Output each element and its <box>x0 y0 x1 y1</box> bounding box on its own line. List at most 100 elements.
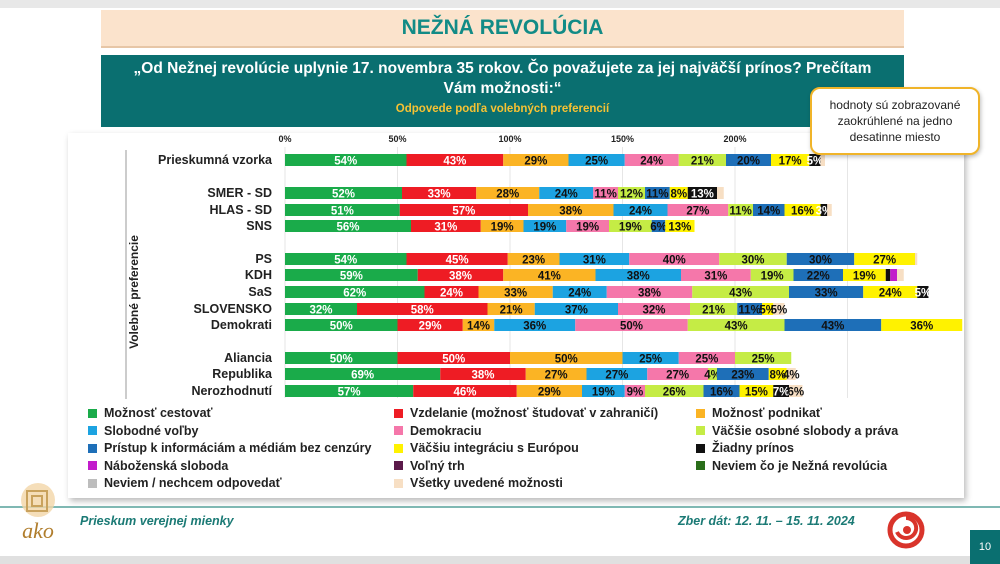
bar-segment <box>575 319 688 331</box>
category-label: SLOVENSKO <box>194 302 273 316</box>
bar-segment <box>528 204 614 216</box>
bar-segment <box>534 303 618 315</box>
data-label: 51% <box>331 206 354 218</box>
data-label: 32% <box>309 305 332 317</box>
legend-item: Prístup k informáciám a médiám bez cenzú… <box>88 441 371 455</box>
bar-segment <box>885 269 891 281</box>
data-label: 19% <box>592 387 615 399</box>
data-label: 27% <box>605 370 628 382</box>
chart-subtitle: Odpovede podľa volebných preferencií <box>395 103 610 115</box>
bar-segment <box>285 286 425 298</box>
legend-swatch <box>88 408 97 418</box>
data-label: 33% <box>815 288 838 300</box>
legend-swatch <box>696 426 705 435</box>
bar-segment <box>681 269 751 281</box>
bar-segment <box>687 187 717 199</box>
data-label: 19% <box>533 222 556 234</box>
data-label: 14% <box>467 321 490 333</box>
data-label: 12% <box>620 189 643 201</box>
data-label: 38% <box>449 271 472 283</box>
data-label: 43% <box>443 156 466 168</box>
page-title: NEŽNÁ REVOLÚCIA <box>401 16 604 39</box>
bar-segment <box>285 253 407 265</box>
data-label: 24% <box>640 156 663 168</box>
data-label: 54% <box>334 156 357 168</box>
data-label: 25% <box>695 354 718 366</box>
bar-segment <box>820 204 828 216</box>
data-label: 5% <box>759 305 776 317</box>
data-label: 54% <box>334 255 357 267</box>
legend-label: Žiadny prínos <box>712 441 794 455</box>
bar-segment <box>678 154 726 166</box>
bar-segment <box>285 303 357 315</box>
legend-label: Väčšie osobné slobody a práva <box>712 423 899 438</box>
data-label: 43% <box>725 321 748 333</box>
bar-segment <box>863 286 918 298</box>
legend-swatch <box>394 461 403 470</box>
data-label: 21% <box>702 305 725 317</box>
bar-segment <box>917 286 929 298</box>
data-label: 15% <box>745 387 768 399</box>
ako-logo: ako <box>21 483 55 543</box>
bar-segment <box>539 187 594 199</box>
legend-swatch <box>88 426 97 435</box>
bar-segment <box>487 303 535 315</box>
legend-label: Prístup k informáciám a médiám bez cenzú… <box>104 441 372 455</box>
bar-segment <box>406 253 508 265</box>
bar-segment <box>478 286 553 298</box>
data-label: 40% <box>663 255 686 267</box>
bar-segment <box>854 253 915 265</box>
data-label: 7% <box>773 387 790 399</box>
bar-segment <box>397 319 463 331</box>
data-label: 21% <box>500 305 523 317</box>
legend-item: Náboženská sloboda <box>88 459 228 473</box>
data-label: 25% <box>585 156 608 168</box>
bar-segment <box>669 187 688 199</box>
legend-swatch <box>394 408 403 418</box>
bar-segment <box>651 220 666 232</box>
data-label: 38% <box>471 370 494 382</box>
legend-item: Možnosť podnikať <box>696 406 822 420</box>
data-label: 4% <box>704 370 721 382</box>
data-label: 30% <box>809 255 832 267</box>
data-label: 56% <box>336 222 359 234</box>
data-label: 23% <box>731 370 754 382</box>
data-label: 32% <box>642 305 665 317</box>
bar-segment <box>552 286 607 298</box>
data-label: 31% <box>583 255 606 267</box>
bar-segment <box>559 253 630 265</box>
data-label: 58% <box>411 305 434 317</box>
bar-segment <box>773 385 789 397</box>
title-bar: NEŽNÁ REVOLÚCIA <box>101 10 904 48</box>
data-label: 37% <box>565 305 588 317</box>
legend-label: Možnosť podnikať <box>712 406 822 420</box>
bar-segment <box>411 220 481 232</box>
bar-segment <box>285 368 441 380</box>
data-label: 27% <box>545 370 568 382</box>
data-label: 26% <box>663 387 686 399</box>
data-label: 31% <box>434 222 457 234</box>
bar-segment <box>285 220 411 232</box>
bar-segment <box>480 220 524 232</box>
bar-segment <box>843 269 886 281</box>
bar-segment <box>503 154 569 166</box>
category-label: Prieskumná vzorka <box>158 153 273 167</box>
legend-swatch <box>394 443 403 453</box>
data-label: 16% <box>791 206 814 218</box>
bar-segment <box>622 352 679 364</box>
bar-segment <box>692 286 789 298</box>
bar-segment <box>665 220 695 232</box>
footer-dates: Zber dát: 12. 11. – 15. 11. 2024 <box>678 514 855 528</box>
bar-segment <box>357 303 488 315</box>
bar-segment <box>399 204 528 216</box>
bar-segment <box>820 154 825 166</box>
legend-item: Slobodné voľby <box>88 424 198 438</box>
legend-swatch <box>696 461 705 470</box>
data-label: 11% <box>729 206 751 218</box>
data-label: 36% <box>523 321 546 333</box>
top-strip <box>0 0 1000 8</box>
bar-segment <box>678 352 735 364</box>
bar-segment <box>784 319 882 331</box>
data-label: 5% <box>771 305 788 317</box>
legend-swatch <box>88 443 97 453</box>
